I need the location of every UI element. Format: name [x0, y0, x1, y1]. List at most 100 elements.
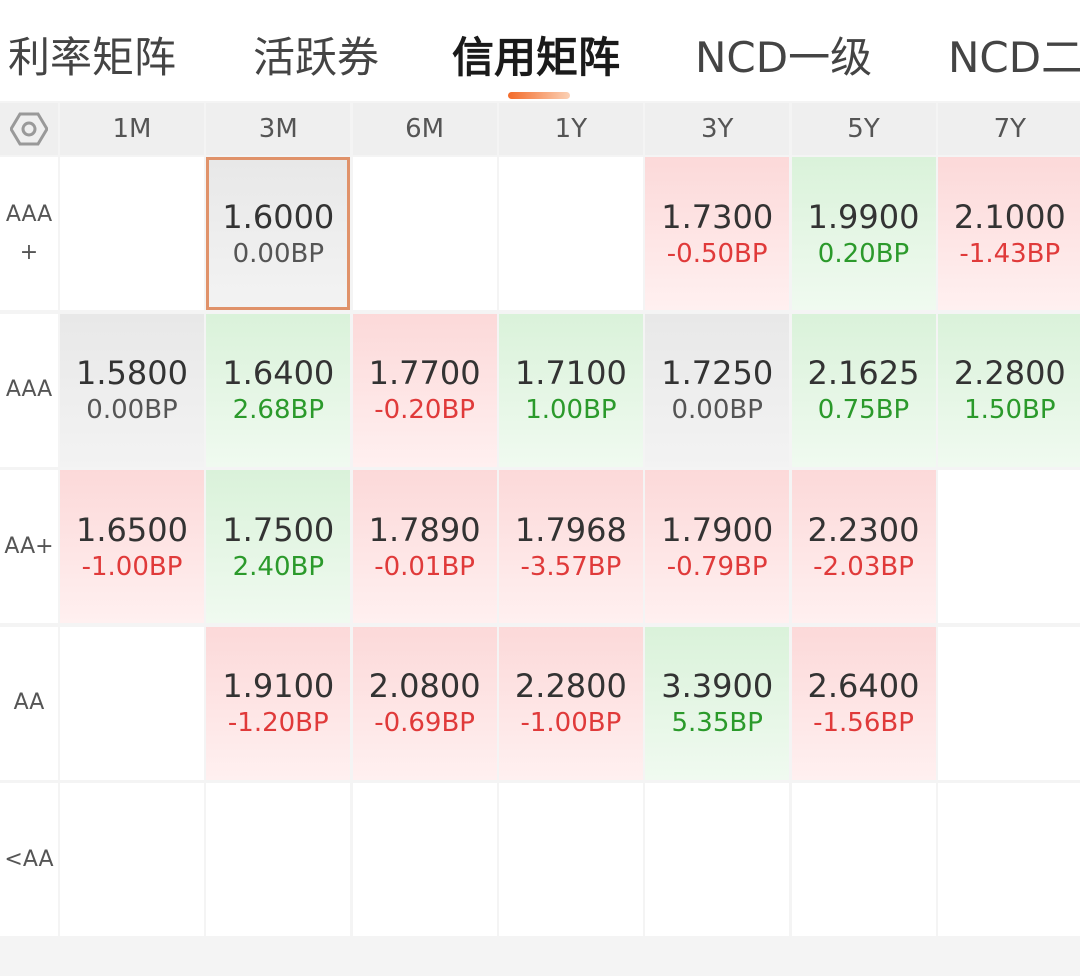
rate: 1.7100	[514, 354, 627, 392]
cell	[498, 783, 643, 936]
change: -1.20BP	[227, 708, 329, 738]
cell[interactable]: 1.7250 0.00BP	[645, 313, 790, 467]
change: 1.50BP	[964, 395, 1056, 425]
change: -0.01BP	[374, 551, 475, 582]
rate: 3.3900	[661, 667, 774, 705]
cell[interactable]: 1.7700 -0.20BP	[352, 313, 497, 467]
cell[interactable]: 3.3900 5.35BP	[645, 626, 790, 780]
rate: 1.7700	[368, 354, 481, 392]
hex-icon	[10, 112, 48, 146]
rate: 1.9900	[807, 197, 920, 236]
cell[interactable]: 1.7500 2.40BP	[206, 470, 351, 623]
cell	[352, 157, 497, 310]
rate: 2.2300	[807, 510, 920, 549]
rate: 1.7250	[661, 354, 774, 392]
row-label: <AA	[0, 783, 58, 936]
change: -1.00BP	[520, 708, 622, 738]
column-header: 6M	[352, 103, 497, 155]
cell[interactable]: 1.6000 0.00BP	[206, 157, 351, 310]
change: -3.57BP	[520, 551, 622, 582]
cell[interactable]: 2.2800 1.50BP	[937, 313, 1080, 467]
tab[interactable]: 活跃券	[253, 33, 380, 82]
cell	[937, 626, 1080, 780]
column-header: 3Y	[645, 103, 790, 155]
cell	[60, 157, 204, 310]
rate: 1.6000	[222, 197, 335, 236]
column-header: 1M	[60, 103, 204, 155]
cell	[352, 783, 497, 936]
row-label: AAA	[0, 313, 58, 467]
rate: 2.1625	[807, 354, 920, 392]
cell[interactable]: 1.9100 -1.20BP	[206, 626, 351, 780]
change: -0.69BP	[374, 708, 475, 738]
cell[interactable]: 1.7968 -3.57BP	[498, 470, 643, 623]
column-header: 5Y	[791, 103, 936, 155]
rate: 2.0800	[368, 667, 481, 705]
cell[interactable]: 2.0800 -0.69BP	[352, 626, 497, 780]
change: -1.56BP	[813, 708, 914, 738]
rate: 2.2800	[953, 354, 1066, 392]
change: 0.20BP	[817, 238, 910, 269]
cell	[937, 470, 1080, 623]
change: -1.43BP	[959, 238, 1061, 269]
change: 2.40BP	[232, 551, 324, 582]
change: 0.00BP	[86, 395, 178, 425]
cell[interactable]: 1.7900 -0.79BP	[645, 470, 790, 623]
cell	[206, 783, 351, 936]
cell[interactable]: 2.2300 -2.03BP	[791, 470, 936, 623]
cell[interactable]: 2.6400 -1.56BP	[791, 626, 936, 780]
cell[interactable]: 1.5800 0.00BP	[60, 313, 204, 467]
change: 0.00BP	[232, 238, 324, 269]
cell[interactable]: 1.7890 -0.01BP	[352, 470, 497, 623]
column-header: 1Y	[498, 103, 643, 155]
change: -2.03BP	[813, 551, 914, 582]
column-header: 7Y	[937, 103, 1080, 155]
tab-indicator	[508, 92, 570, 99]
rate: 1.7900	[661, 510, 774, 549]
change: 0.00BP	[671, 395, 763, 425]
tab[interactable]: 利率矩阵	[8, 33, 177, 82]
rate: 1.6400	[222, 354, 335, 392]
rate: 1.7300	[661, 197, 774, 236]
tab[interactable]: NCD二级	[948, 33, 1080, 82]
change: 0.75BP	[817, 395, 910, 425]
rate: 1.7500	[222, 510, 335, 549]
cell	[791, 783, 936, 936]
change: 1.00BP	[525, 395, 617, 425]
change: -1.00BP	[81, 551, 183, 582]
tab[interactable]: NCD一级	[695, 33, 873, 82]
row-label: AAA+	[0, 157, 58, 310]
column-header: 3M	[206, 103, 351, 155]
tab-bar	[0, 0, 1080, 101]
rate: 1.6500	[76, 510, 188, 549]
change: 2.68BP	[232, 395, 324, 425]
rate: 1.7968	[514, 510, 627, 549]
settings-icon[interactable]	[0, 103, 58, 155]
change: -0.50BP	[666, 238, 768, 269]
cell[interactable]: 1.9900 0.20BP	[791, 157, 936, 310]
rate: 1.7890	[368, 510, 481, 549]
rate: 2.6400	[807, 667, 920, 705]
cell	[498, 157, 643, 310]
change: 5.35BP	[671, 708, 763, 738]
cell[interactable]: 1.7300 -0.50BP	[645, 157, 790, 310]
cell[interactable]: 1.6400 2.68BP	[206, 313, 351, 467]
cell[interactable]: 2.2800 -1.00BP	[498, 626, 643, 780]
cell	[937, 783, 1080, 936]
rate: 1.9100	[222, 667, 335, 705]
tab[interactable]: 信用矩阵	[452, 33, 621, 82]
cell	[60, 626, 204, 780]
change: -0.20BP	[374, 395, 475, 425]
change: -0.79BP	[666, 551, 768, 582]
cell[interactable]: 1.6500 -1.00BP	[60, 470, 204, 623]
cell[interactable]: 2.1000 -1.43BP	[937, 157, 1080, 310]
cell	[645, 783, 790, 936]
row-label: AA+	[0, 470, 58, 623]
cell	[60, 783, 204, 936]
rate: 2.2800	[514, 667, 627, 705]
cell[interactable]: 1.7100 1.00BP	[498, 313, 643, 467]
rate: 1.5800	[76, 354, 188, 392]
cell[interactable]: 2.1625 0.75BP	[791, 313, 936, 467]
row-label: AA	[0, 626, 58, 780]
